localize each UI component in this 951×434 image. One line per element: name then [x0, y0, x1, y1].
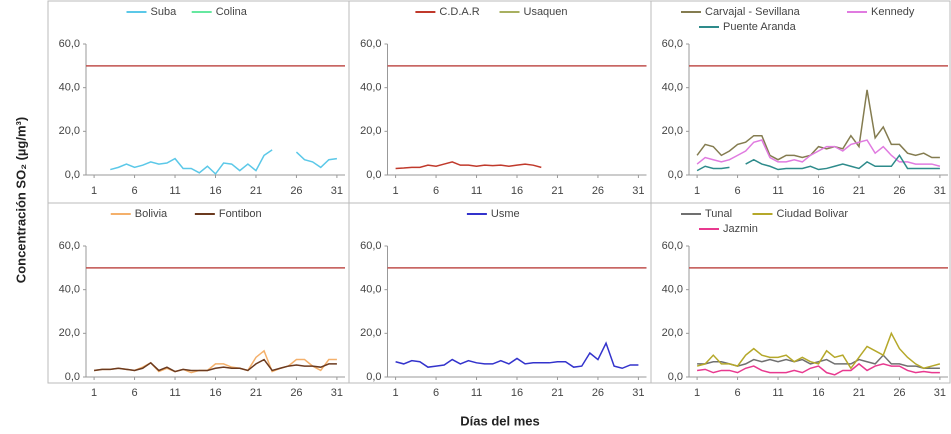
legend-label: Jazmin	[723, 223, 758, 235]
y-tick-label: 60,0	[662, 38, 683, 50]
x-tick-label: 11	[169, 185, 180, 197]
y-tick-label: 40,0	[360, 82, 381, 94]
y-tick-label: 20,0	[360, 125, 381, 137]
y-tick-label: 40,0	[360, 284, 381, 296]
x-tick-label: 21	[250, 185, 262, 197]
data-line	[696, 362, 940, 376]
x-tick-label: 26	[290, 387, 302, 399]
x-tick-label: 31	[934, 185, 946, 197]
x-tick-label: 16	[209, 387, 221, 399]
x-tick-label: 6	[735, 185, 741, 197]
data-line	[696, 89, 940, 161]
y-tick-label: 0,0	[65, 169, 80, 181]
legend-label: Tunal	[705, 208, 732, 220]
x-tick-label: 6	[132, 185, 138, 197]
y-tick-label: 20,0	[59, 327, 80, 339]
x-tick-label: 31	[632, 387, 644, 399]
data-line	[696, 139, 941, 167]
data-line	[93, 358, 337, 373]
y-tick-label: 0,0	[366, 371, 381, 383]
x-tick-label: 26	[290, 185, 302, 197]
y-tick-label: 0,0	[65, 371, 80, 383]
x-tick-label: 6	[735, 387, 741, 399]
x-tick-label: 16	[511, 185, 523, 197]
x-tick-label: 6	[433, 387, 439, 399]
x-tick-label: 1	[694, 185, 700, 197]
x-tick-label: 21	[250, 387, 262, 399]
x-tick-label: 21	[551, 387, 563, 399]
x-tick-label: 31	[632, 185, 644, 197]
x-tick-label: 31	[331, 185, 343, 197]
x-tick-label: 26	[592, 185, 604, 197]
x-tick-label: 11	[772, 387, 783, 399]
y-tick-label: 40,0	[59, 284, 80, 296]
y-axis-label: Concentración SO₂ (µg/m³)	[13, 117, 28, 283]
y-tick-label: 40,0	[59, 82, 80, 94]
y-tick-label: 60,0	[59, 240, 80, 252]
x-tick-label: 31	[934, 387, 946, 399]
x-tick-label: 21	[853, 387, 865, 399]
y-tick-label: 20,0	[662, 327, 683, 339]
x-axis-label: Días del mes	[460, 413, 540, 428]
x-tick-label: 11	[471, 185, 482, 197]
y-tick-label: 60,0	[360, 38, 381, 50]
legend-label: Fontibon	[219, 208, 262, 220]
y-tick-label: 60,0	[662, 240, 683, 252]
y-tick-label: 0,0	[366, 169, 381, 181]
legend-label: C.D.A.R	[439, 6, 479, 18]
legend-label: Carvajal - Sevillana	[705, 6, 801, 18]
x-tick-label: 16	[511, 387, 523, 399]
x-tick-label: 26	[893, 185, 905, 197]
x-tick-label: 26	[893, 387, 905, 399]
x-tick-label: 11	[169, 387, 180, 399]
x-tick-label: 11	[471, 387, 482, 399]
y-tick-label: 20,0	[59, 125, 80, 137]
x-tick-label: 16	[812, 185, 824, 197]
x-tick-label: 16	[209, 185, 221, 197]
y-tick-label: 60,0	[360, 240, 381, 252]
x-tick-label: 21	[551, 185, 563, 197]
y-tick-label: 60,0	[59, 38, 80, 50]
x-tick-label: 1	[91, 185, 97, 197]
legend-label: Puente Aranda	[723, 21, 797, 33]
frame	[47, 0, 951, 384]
y-tick-label: 40,0	[662, 82, 683, 94]
y-tick-label: 0,0	[668, 169, 683, 181]
y-tick-label: 20,0	[360, 327, 381, 339]
legend-label: Suba	[151, 6, 178, 18]
x-tick-label: 1	[393, 387, 399, 399]
y-tick-label: 40,0	[662, 284, 683, 296]
data-line	[395, 341, 639, 370]
x-tick-label: 6	[132, 387, 138, 399]
legend-label: Usaquen	[524, 6, 568, 18]
legend-label: Ciudad Bolivar	[777, 208, 849, 220]
x-tick-label: 31	[331, 387, 343, 399]
y-tick-label: 20,0	[662, 125, 683, 137]
data-line	[696, 331, 941, 370]
x-tick-label: 11	[772, 185, 783, 197]
data-line	[110, 149, 338, 176]
x-tick-label: 1	[393, 185, 399, 197]
x-tick-label: 16	[812, 387, 824, 399]
x-tick-label: 1	[694, 387, 700, 399]
data-line	[696, 154, 940, 172]
legend-label: Colina	[216, 6, 248, 18]
data-line	[395, 161, 542, 170]
legend-label: Usme	[491, 208, 520, 220]
legend-label: Bolivia	[135, 208, 168, 220]
x-tick-label: 21	[853, 185, 865, 197]
legend-label: Kennedy	[871, 6, 915, 18]
y-tick-label: 0,0	[668, 371, 683, 383]
x-tick-label: 6	[433, 185, 439, 197]
x-tick-label: 1	[91, 387, 97, 399]
x-tick-label: 26	[592, 387, 604, 399]
